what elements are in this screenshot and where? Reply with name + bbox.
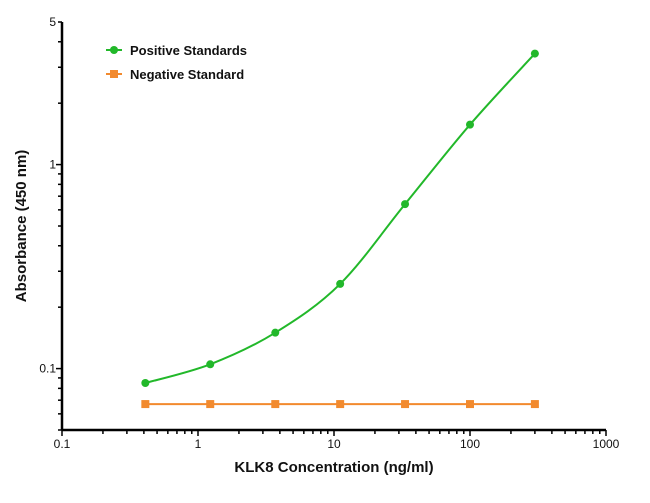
- series-marks: [141, 49, 539, 409]
- data-point: [206, 360, 215, 369]
- data-point: [206, 400, 215, 409]
- data-point: [271, 328, 280, 337]
- legend-label: Positive Standards: [130, 43, 247, 58]
- data-point: [141, 400, 150, 409]
- x-tick-label: 100: [460, 437, 480, 451]
- legend: Positive Standards Negative Standard: [106, 43, 247, 82]
- legend-label: Negative Standard: [130, 67, 244, 82]
- x-tick-label: 1000: [593, 437, 620, 451]
- data-point: [530, 400, 539, 409]
- y-axis-label: Absorbance (450 nm): [13, 150, 30, 303]
- data-point: [466, 120, 474, 129]
- x-axis-label: KLK8 Concentration (ng/ml): [234, 459, 433, 476]
- y-tick-label: 5: [49, 15, 56, 29]
- data-point: [271, 400, 280, 409]
- data-point: [401, 200, 410, 209]
- y-tick-label: 1: [49, 158, 56, 172]
- data-point: [336, 400, 345, 409]
- axes: 0.1 1 10 100 1000 0.1 1 5: [39, 15, 619, 451]
- data-point: [336, 279, 345, 288]
- x-tick-label: 1: [195, 437, 202, 451]
- series-line-0: [145, 52, 536, 384]
- data-point: [401, 400, 410, 409]
- legend-marker: [110, 46, 118, 54]
- data-point: [141, 378, 150, 387]
- data-point: [530, 49, 539, 58]
- data-point: [466, 400, 474, 409]
- y-tick-label: 0.1: [39, 362, 56, 376]
- x-tick-label: 10: [327, 437, 341, 451]
- x-tick-label: 0.1: [54, 437, 71, 451]
- legend-marker: [110, 70, 118, 78]
